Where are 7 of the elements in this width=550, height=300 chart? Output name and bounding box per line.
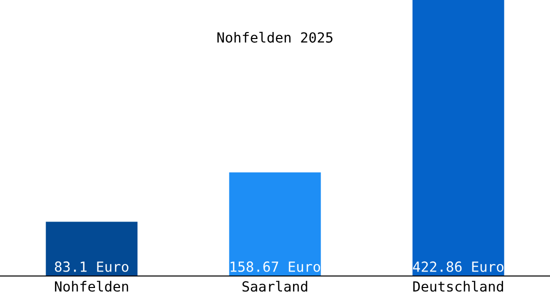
data-label: 422.86 Euro (413, 261, 504, 272)
x-tick-label: Saarland (242, 280, 308, 292)
x-tick-label: Nohfelden (54, 280, 128, 292)
data-label: 158.67 Euro (230, 261, 320, 272)
x-tick-label: Deutschland (413, 280, 504, 292)
data-label: 83.1 Euro (54, 261, 128, 272)
text: Nohfelden 2025 (217, 32, 332, 43)
